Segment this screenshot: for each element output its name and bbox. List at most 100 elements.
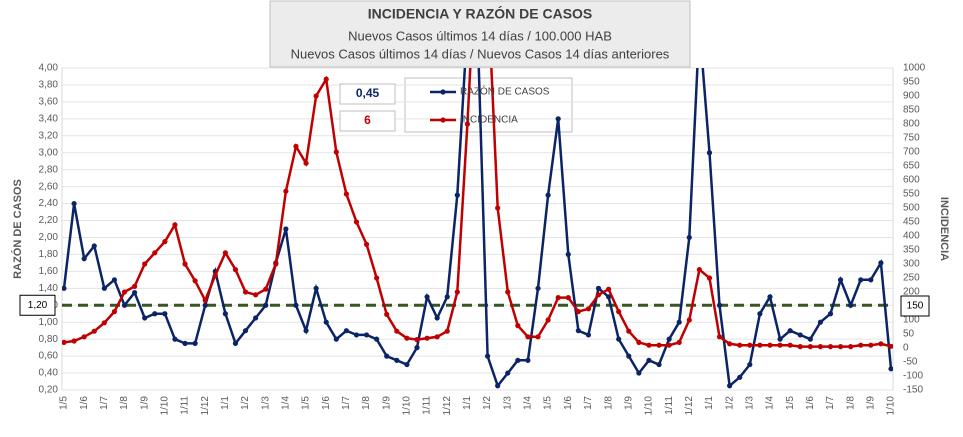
point (545, 317, 551, 323)
point (565, 251, 571, 258)
point (71, 338, 77, 344)
point (817, 319, 824, 325)
y2-tick-label: 250 (903, 273, 920, 284)
point (363, 241, 370, 247)
y2-tick-label: 50 (903, 329, 915, 340)
point (747, 361, 753, 368)
x-tick-label: 1/1 (462, 396, 473, 410)
legend-box (404, 77, 573, 133)
y2-tick-label: 950 (903, 77, 920, 88)
point (767, 294, 773, 300)
point (81, 334, 87, 340)
point (313, 285, 319, 291)
point (757, 311, 763, 317)
x-tick-label: 1/8 (361, 396, 372, 410)
point (131, 289, 138, 296)
x-tick-label: 1/7 (341, 396, 352, 410)
point (848, 344, 854, 350)
point (142, 315, 148, 321)
point (505, 289, 511, 295)
point (363, 332, 370, 338)
point (353, 332, 360, 338)
x-tick-label: 1/7 (583, 396, 594, 410)
point (293, 143, 299, 149)
point (575, 309, 581, 315)
point (414, 345, 420, 351)
reference-label: 150 (907, 301, 924, 312)
point (535, 285, 541, 291)
point (434, 334, 440, 340)
point (283, 188, 289, 194)
x-tick-label: 1/3 (744, 396, 755, 410)
x-tick-label: 1/8 (603, 396, 614, 410)
x-tick-label: 1/8 (845, 396, 856, 410)
y2-tick-label: 100 (903, 315, 920, 326)
point (767, 342, 773, 348)
point (62, 339, 67, 345)
reference-label: 1,20 (28, 300, 48, 311)
point (101, 285, 107, 291)
point (555, 116, 561, 122)
point (555, 295, 561, 301)
point (172, 336, 178, 342)
y2-axis-title: INCIDENCIA (938, 197, 950, 261)
point (404, 361, 410, 368)
point (333, 336, 339, 342)
x-tick-label: 1/9 (381, 396, 392, 410)
x-tick-label: 1/10 (886, 396, 897, 416)
series-line (62, 68, 893, 389)
point (182, 340, 188, 346)
legend-label: INCIDENCIA (460, 115, 518, 126)
x-tick-label: 1/6 (79, 396, 90, 410)
point (515, 357, 521, 363)
y-tick-label: 0,40 (39, 368, 59, 379)
point (787, 328, 793, 334)
point (878, 341, 884, 347)
y2-tick-label: 650 (903, 161, 920, 172)
subtitle: Nuevos Casos últimos 14 días / Nuevos Ca… (291, 46, 670, 61)
point (101, 320, 107, 326)
point (727, 383, 733, 389)
y2-tick-label: 750 (903, 133, 920, 144)
point (858, 277, 864, 283)
x-tick-label: 1/10 (402, 396, 413, 416)
point (253, 292, 259, 298)
point (616, 309, 622, 315)
reference-label-box (19, 294, 56, 316)
point (545, 192, 551, 198)
point (565, 295, 571, 301)
point (505, 370, 511, 376)
y2-tick-label: 600 (903, 175, 920, 186)
point (222, 250, 228, 256)
y-tick-label: 2,40 (39, 198, 59, 209)
x-tick-label: 1/2 (724, 396, 735, 410)
point (454, 192, 460, 198)
y2-tick-label: 850 (903, 105, 920, 116)
y2-tick-label: 700 (903, 147, 920, 158)
point (696, 267, 702, 273)
point (212, 272, 218, 278)
current-value-box (339, 83, 396, 105)
y2-tick-label: 300 (903, 259, 920, 270)
point (91, 328, 97, 334)
title-box (269, 0, 691, 68)
y2-tick-label: 0 (903, 343, 909, 354)
x-tick-label: 1/5 (59, 396, 70, 410)
point (817, 344, 824, 350)
point (394, 328, 400, 334)
x-tick-label: 1/9 (139, 396, 150, 410)
x-tick-label: 1/9 (865, 396, 876, 410)
y-tick-label: 4,00 (39, 63, 59, 74)
point (888, 366, 893, 372)
point (384, 311, 390, 317)
x-tick-label: 1/6 (321, 396, 332, 410)
x-tick-label: 1/3 (502, 396, 513, 410)
point (646, 357, 652, 363)
point (152, 311, 158, 317)
series-line (63, 68, 892, 348)
y2-tick-label: -50 (903, 357, 918, 368)
y-tick-label: 3,20 (39, 130, 59, 141)
point (434, 315, 440, 321)
point (384, 353, 390, 359)
